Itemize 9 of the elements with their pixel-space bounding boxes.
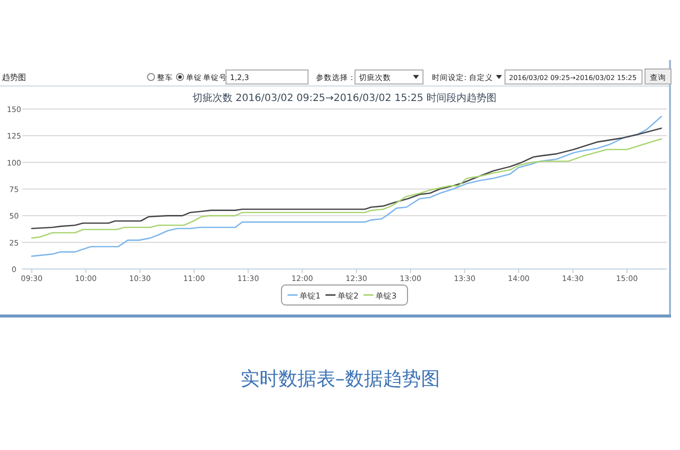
legend-label: 单锭2: [338, 292, 359, 300]
text: 趋势图: [2, 73, 26, 82]
text: 实时数据表–数据趋势图: [240, 368, 440, 390]
legend-label: 单锭3: [376, 292, 397, 300]
chart-title: 切疵次数 2016/03/02 09:25→2016/03/02 15:25 时间段内趋势图: [192, 92, 497, 104]
line-series: [31, 116, 662, 257]
legend-label: 单锭1: [300, 292, 321, 300]
line-series: [31, 138, 662, 239]
line-series: [31, 128, 662, 230]
